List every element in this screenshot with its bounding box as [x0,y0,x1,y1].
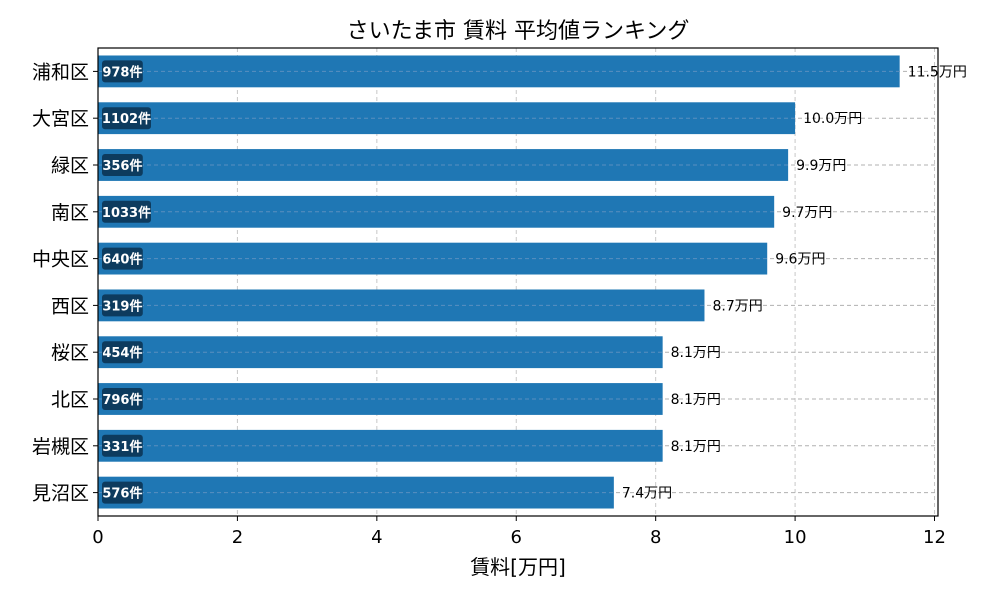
value-label: 8.1万円 [671,392,721,408]
count-label: 576件 [102,486,142,502]
value-label: 10.0万円 [803,111,862,127]
value-label: 11.5万円 [908,64,967,80]
bars: 11.5万円 978件 10.0万円 1102件 9.9万円 356件 9.7万円 1033件… [98,55,967,509]
count-badge [102,107,151,130]
chart-title: さいたま市 賃料 平均値ランキング [347,19,690,44]
count-badge [102,341,143,364]
count-label: 796件 [102,392,142,408]
count-badge [102,434,143,457]
count-label: 978件 [102,64,142,80]
count-badge [102,154,143,176]
count-badge [102,388,143,410]
count-label: 331件 [102,439,142,455]
value-label: 7.4万円 [622,486,672,502]
value-label: 8.1万円 [671,439,721,455]
count-badge [102,481,143,504]
x-tick-label: 8 [650,527,661,548]
count-label: 454件 [102,345,142,361]
y-tick-label: 西区 [51,295,89,317]
y-tick-label: 大宮区 [32,108,89,130]
bar [98,102,796,135]
count-label: 1033件 [102,205,151,221]
value-label: 9.9万円 [796,158,846,174]
count-badge [102,60,143,83]
y-tick-label: 岩槻区 [32,436,89,458]
x-tick-label: 6 [511,527,522,548]
y-tick-label: 中央区 [32,249,89,271]
plot-frame [97,47,939,517]
x-tick-label: 12 [923,527,946,548]
x-axis-label: 賃料[万円] [470,555,566,579]
value-label: 9.6万円 [775,252,825,268]
count-label: 356件 [102,158,142,174]
count-badge [102,247,143,270]
y-tick-label: 桜区 [51,342,89,364]
x-tick-label: 0 [92,527,103,548]
count-badge [102,294,143,317]
y-tick-label: 北区 [51,389,89,411]
x-tick-label: 4 [371,527,382,548]
count-label: 319件 [102,298,142,314]
y-tick-label: 緑区 [51,155,89,177]
bar [98,242,768,275]
count-label: 1102件 [102,111,151,127]
value-label: 9.7万円 [782,205,832,221]
x-tick-label: 2 [232,527,243,548]
y-tick-label: 浦和区 [32,61,89,83]
y-tick-label: 見沼区 [32,483,89,505]
value-label: 8.1万円 [671,345,721,361]
count-badge [102,200,151,223]
x-tick-label: 10 [784,527,807,548]
y-tick-label: 南区 [51,202,89,224]
count-label: 640件 [102,252,142,268]
value-label: 8.7万円 [712,298,762,314]
